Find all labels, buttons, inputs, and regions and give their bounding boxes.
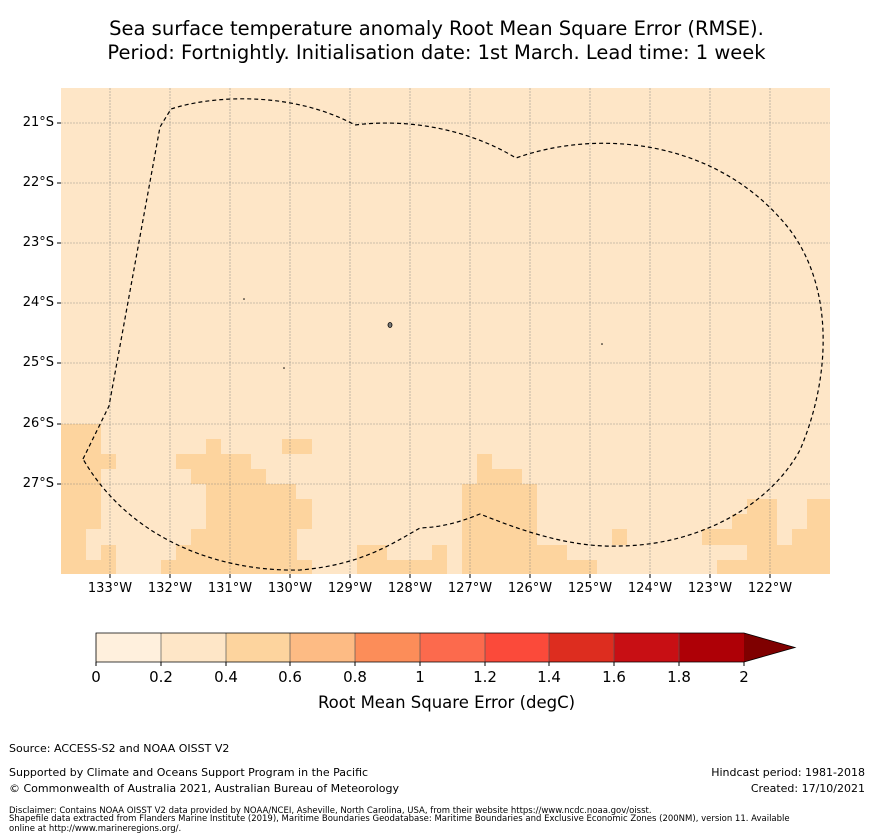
source-text: Source: ACCESS-S2 and NOAA OISST V2 <box>9 742 230 755</box>
colorbar-tick-label: 1.8 <box>667 668 691 686</box>
lat-label: 21°S <box>22 115 54 130</box>
colorbar-bin-5 <box>420 633 485 662</box>
rmse-cell <box>567 560 597 574</box>
rmse-cell <box>206 484 296 499</box>
rmse-cell <box>101 545 116 574</box>
hindcast-period: Hindcast period: 1981-2018 <box>711 766 865 779</box>
island-marker <box>283 367 285 369</box>
lat-label: 22°S <box>22 175 54 190</box>
rmse-cell <box>612 529 627 545</box>
supported-text: Supported by Climate and Oceans Support … <box>9 766 369 779</box>
island-marker <box>243 298 245 300</box>
rmse-cell <box>61 424 101 529</box>
colorbar-tick-label: 1 <box>415 668 425 686</box>
rmse-cell <box>537 545 567 574</box>
chart-title-line1: Sea surface temperature anomaly Root Mea… <box>109 17 764 40</box>
lon-label: 128°W <box>387 581 433 596</box>
rmse-cell <box>702 529 747 545</box>
rmse-cell <box>807 499 830 574</box>
disclaimer-line2: Shapefile data extracted from Flanders M… <box>9 814 790 824</box>
colorbar-tick-label: 1.4 <box>537 668 561 686</box>
colorbar-tick-label: 0.4 <box>214 668 238 686</box>
colorbar-bin-2 <box>226 633 290 662</box>
rmse-cell <box>101 454 116 469</box>
rmse-cell <box>206 499 312 529</box>
rmse-cell <box>176 454 251 469</box>
colorbar-label: Root Mean Square Error (degC) <box>317 693 576 712</box>
rmse-cell <box>161 560 312 574</box>
colorbar-tick-label: 0 <box>91 668 101 686</box>
rmse-cell <box>747 499 777 574</box>
lon-label: 126°W <box>507 581 553 596</box>
rmse-cell <box>477 454 492 484</box>
colorbar-bin-1 <box>161 633 226 662</box>
colorbar-outline <box>95 632 797 663</box>
lat-label: 26°S <box>22 416 54 431</box>
rmse-cell <box>492 469 522 484</box>
colorbar-tick-label: 0.6 <box>278 668 302 686</box>
rmse-cell <box>432 545 447 560</box>
rmse-cell <box>282 439 312 454</box>
colorbar-extend-arrow <box>744 633 795 662</box>
rmse-cell <box>732 514 747 529</box>
colorbar-tick-label: 1.6 <box>602 668 626 686</box>
colorbar-bin-7 <box>549 633 614 662</box>
colorbar-bin-3 <box>290 633 355 662</box>
rmse-cell <box>61 529 86 574</box>
lon-label: 131°W <box>207 581 253 596</box>
rmse-high-cells <box>61 424 830 574</box>
lon-label: 133°W <box>87 581 133 596</box>
disclaimer-line3: online at http://www.marineregions.org/. <box>9 824 182 834</box>
axis-ticks <box>57 122 771 578</box>
colorbar-bin-6 <box>485 633 549 662</box>
colorbar-tick-label: 0.2 <box>149 668 173 686</box>
lon-label: 125°W <box>567 581 613 596</box>
lat-label: 24°S <box>22 295 54 310</box>
lat-label: 23°S <box>22 235 54 250</box>
lon-label: 130°W <box>267 581 313 596</box>
island-marker <box>601 343 603 345</box>
rmse-cell <box>777 545 792 574</box>
lon-label: 129°W <box>327 581 373 596</box>
chart-title-line2: Period: Fortnightly. Initialisation date… <box>107 41 766 64</box>
lat-label: 25°S <box>22 355 54 370</box>
rmse-cell <box>206 439 221 454</box>
lon-label: 122°W <box>747 581 793 596</box>
rmse-cell <box>86 560 101 574</box>
rmse-cell <box>717 560 747 574</box>
rmse-cell <box>191 469 266 484</box>
lon-label: 132°W <box>147 581 193 596</box>
gridlines <box>61 88 830 574</box>
rmse-cell <box>191 529 297 545</box>
colorbar-bin-9 <box>679 633 744 662</box>
copyright-text: © Commonwealth of Australia 2021, Austra… <box>9 782 399 795</box>
ocean-base <box>61 88 830 574</box>
colorbar-tick-label: 2 <box>739 668 749 686</box>
colorbar-bin-8 <box>614 633 679 662</box>
created-date: Created: 17/10/2021 <box>750 782 865 795</box>
lat-label: 27°S <box>22 476 54 491</box>
island-marker <box>387 322 393 328</box>
map-panel <box>57 88 830 578</box>
colorbar-tick-label: 0.8 <box>343 668 367 686</box>
rmse-cell <box>176 545 297 560</box>
rmse-cell <box>387 560 447 574</box>
lon-label: 127°W <box>447 581 493 596</box>
colorbar <box>95 632 797 666</box>
lon-label: 123°W <box>687 581 733 596</box>
colorbar-bin-4 <box>355 633 420 662</box>
colorbar-tick-label: 1.2 <box>473 668 497 686</box>
disclaimer-line1: Disclaimer: Contains NOAA OISST V2 data … <box>9 806 652 816</box>
rmse-cell <box>462 484 537 574</box>
colorbar-bin-0 <box>96 633 161 662</box>
rmse-cell <box>792 529 807 574</box>
lon-label: 124°W <box>627 581 673 596</box>
rmse-cell <box>357 545 387 574</box>
